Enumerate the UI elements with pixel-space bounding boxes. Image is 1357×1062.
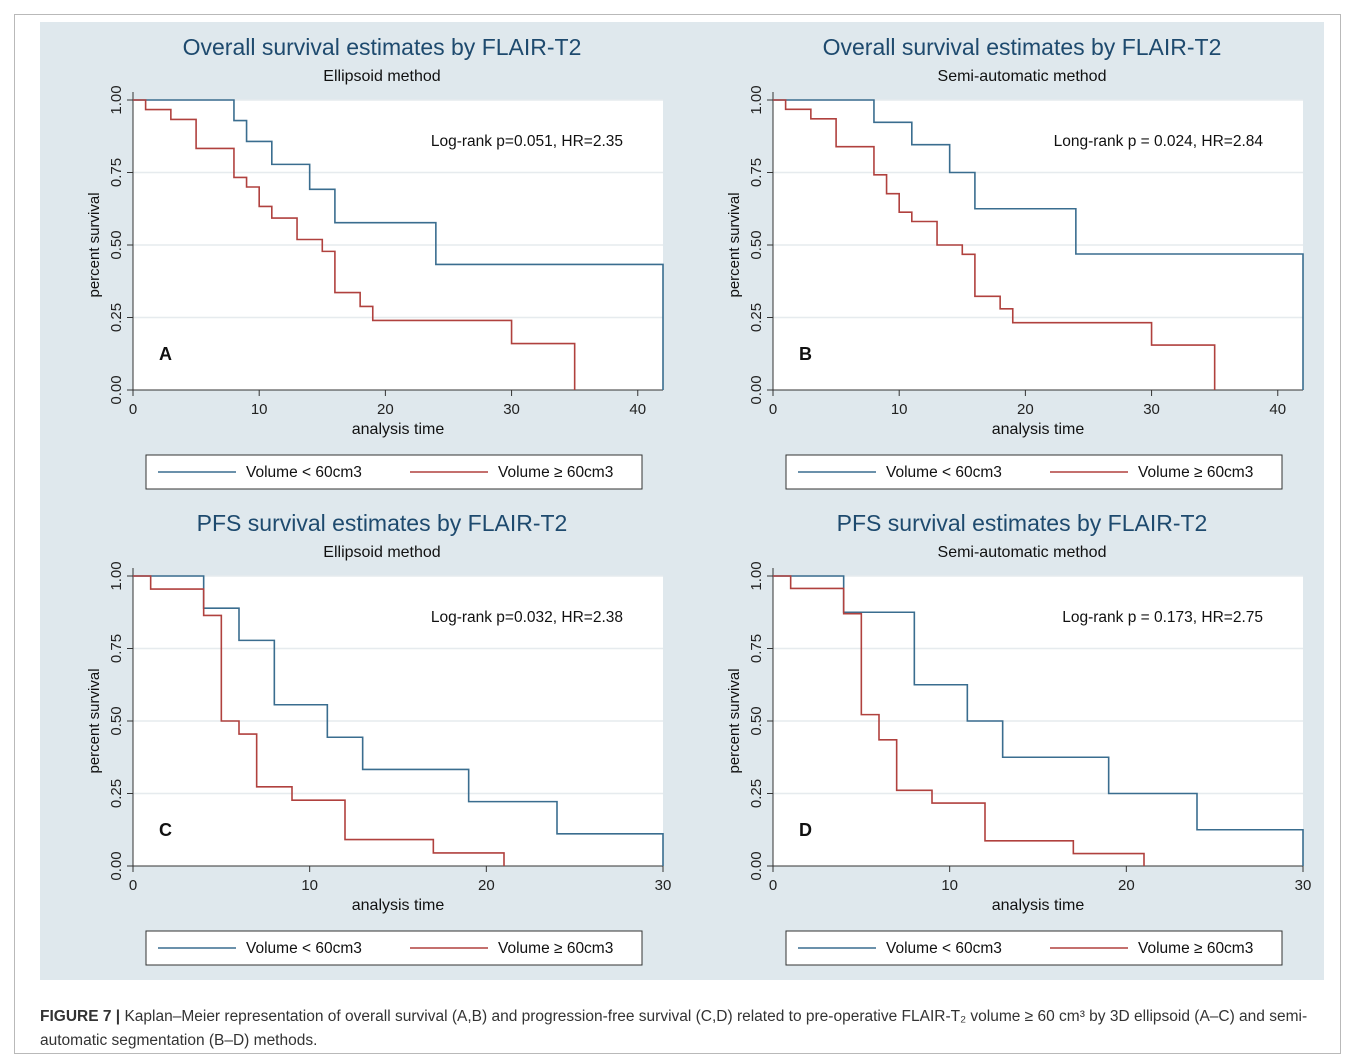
chart-svg: Overall survival estimates by FLAIR-T2 El…: [43, 25, 681, 501]
y-tick-label: 0.00: [748, 851, 765, 880]
y-axis-label: percent survival: [86, 192, 103, 297]
legend-label: Volume < 60cm3: [246, 464, 362, 481]
series-line-volume-ge-60: [133, 575, 505, 866]
panel-letter: A: [159, 344, 172, 364]
y-tick-label: 1.00: [108, 85, 125, 114]
series-line-volume-lt-60: [133, 575, 664, 866]
x-tick-label: 20: [478, 877, 495, 894]
y-tick-label: 0.25: [748, 303, 765, 332]
y-tick-label: 0.50: [748, 706, 765, 735]
x-axis-label: analysis time: [992, 421, 1085, 438]
y-axis-label: percent survival: [726, 668, 743, 773]
y-tick-label: 0.75: [748, 634, 765, 663]
panel-b: Overall survival estimates by FLAIR-T2 Se…: [683, 25, 1321, 501]
panel-c: PFS survival estimates by FLAIR-T2 Ellips…: [43, 501, 681, 977]
x-tick-label: 10: [891, 401, 908, 418]
y-tick-label: 0.50: [748, 230, 765, 259]
x-tick-label: 0: [769, 401, 777, 418]
x-tick-label: 10: [251, 401, 268, 418]
y-tick-label: 1.00: [748, 561, 765, 590]
legend-box: [145, 930, 643, 966]
y-tick-label: 0.00: [108, 851, 125, 880]
log-rank-annotation: Log-rank p=0.032, HR=2.38: [431, 609, 623, 626]
panel-letter: D: [799, 820, 812, 840]
log-rank-annotation: Long-rank p = 0.024, HR=2.84: [1054, 133, 1264, 150]
x-tick-label: 10: [941, 877, 958, 894]
x-tick-label: 30: [655, 877, 672, 894]
x-tick-label: 40: [1269, 401, 1286, 418]
x-tick-label: 20: [1118, 877, 1135, 894]
y-tick-label: 0.50: [108, 230, 125, 259]
x-tick-label: 40: [629, 401, 646, 418]
x-axis-label: analysis time: [352, 421, 445, 438]
chart-title: Overall survival estimates by FLAIR-T2: [183, 34, 582, 60]
x-tick-label: 0: [769, 877, 777, 894]
figure-grid: Overall survival estimates by FLAIR-T2 El…: [40, 22, 1324, 980]
chart-subtitle: Semi-automatic method: [938, 68, 1107, 85]
y-tick-label: 0.00: [748, 375, 765, 404]
y-tick-label: 0.25: [108, 779, 125, 808]
x-tick-label: 30: [1143, 401, 1160, 418]
series-line-volume-lt-60: [133, 99, 664, 390]
series-line-volume-ge-60: [773, 99, 1216, 390]
panel-a: Overall survival estimates by FLAIR-T2 El…: [43, 25, 681, 501]
legend-label: Volume ≥ 60cm3: [498, 464, 613, 481]
chart-svg: PFS survival estimates by FLAIR-T2 Ellips…: [43, 501, 681, 977]
x-axis-label: analysis time: [992, 897, 1085, 914]
series-line-volume-ge-60: [133, 99, 576, 390]
legend-label: Volume ≥ 60cm3: [1138, 940, 1253, 957]
legend-label: Volume < 60cm3: [886, 464, 1002, 481]
figure-caption: FIGURE 7 | Kaplan–Meier representation o…: [40, 1005, 1330, 1053]
caption-label: FIGURE 7 |: [40, 1008, 121, 1025]
series-line-volume-lt-60: [773, 575, 1304, 866]
chart-subtitle: Semi-automatic method: [938, 544, 1107, 561]
series-line-volume-lt-60: [773, 99, 1304, 390]
x-tick-label: 10: [301, 877, 318, 894]
y-tick-label: 0.75: [108, 634, 125, 663]
chart-title: PFS survival estimates by FLAIR-T2: [197, 510, 568, 536]
panel-d: PFS survival estimates by FLAIR-T2 Semi-a…: [683, 501, 1321, 977]
y-axis-label: percent survival: [726, 192, 743, 297]
x-tick-label: 30: [503, 401, 520, 418]
y-tick-label: 0.25: [748, 779, 765, 808]
log-rank-annotation: Log-rank p = 0.173, HR=2.75: [1062, 609, 1263, 626]
x-tick-label: 20: [377, 401, 394, 418]
y-tick-label: 0.00: [108, 375, 125, 404]
legend-label: Volume ≥ 60cm3: [498, 940, 613, 957]
chart-subtitle: Ellipsoid method: [323, 68, 440, 85]
chart-title: Overall survival estimates by FLAIR-T2: [823, 34, 1222, 60]
chart-subtitle: Ellipsoid method: [323, 544, 440, 561]
panel-letter: C: [159, 820, 172, 840]
y-tick-label: 0.50: [108, 706, 125, 735]
y-tick-label: 0.75: [108, 158, 125, 187]
y-axis-label: percent survival: [86, 668, 103, 773]
x-tick-label: 0: [129, 877, 137, 894]
legend-label: Volume < 60cm3: [246, 940, 362, 957]
x-tick-label: 30: [1295, 877, 1312, 894]
series-line-volume-ge-60: [773, 575, 1145, 866]
x-tick-label: 0: [129, 401, 137, 418]
chart-title: PFS survival estimates by FLAIR-T2: [837, 510, 1208, 536]
x-tick-label: 20: [1017, 401, 1034, 418]
y-tick-label: 1.00: [748, 85, 765, 114]
chart-svg: PFS survival estimates by FLAIR-T2 Semi-a…: [683, 501, 1321, 977]
panel-letter: B: [799, 344, 812, 364]
x-axis-label: analysis time: [352, 897, 445, 914]
legend-label: Volume ≥ 60cm3: [1138, 464, 1253, 481]
y-tick-label: 0.25: [108, 303, 125, 332]
chart-svg: Overall survival estimates by FLAIR-T2 Se…: [683, 25, 1321, 501]
legend-label: Volume < 60cm3: [886, 940, 1002, 957]
log-rank-annotation: Log-rank p=0.051, HR=2.35: [431, 133, 623, 150]
y-tick-label: 1.00: [108, 561, 125, 590]
caption-text: Kaplan–Meier representation of overall s…: [40, 1008, 1308, 1049]
y-tick-label: 0.75: [748, 158, 765, 187]
